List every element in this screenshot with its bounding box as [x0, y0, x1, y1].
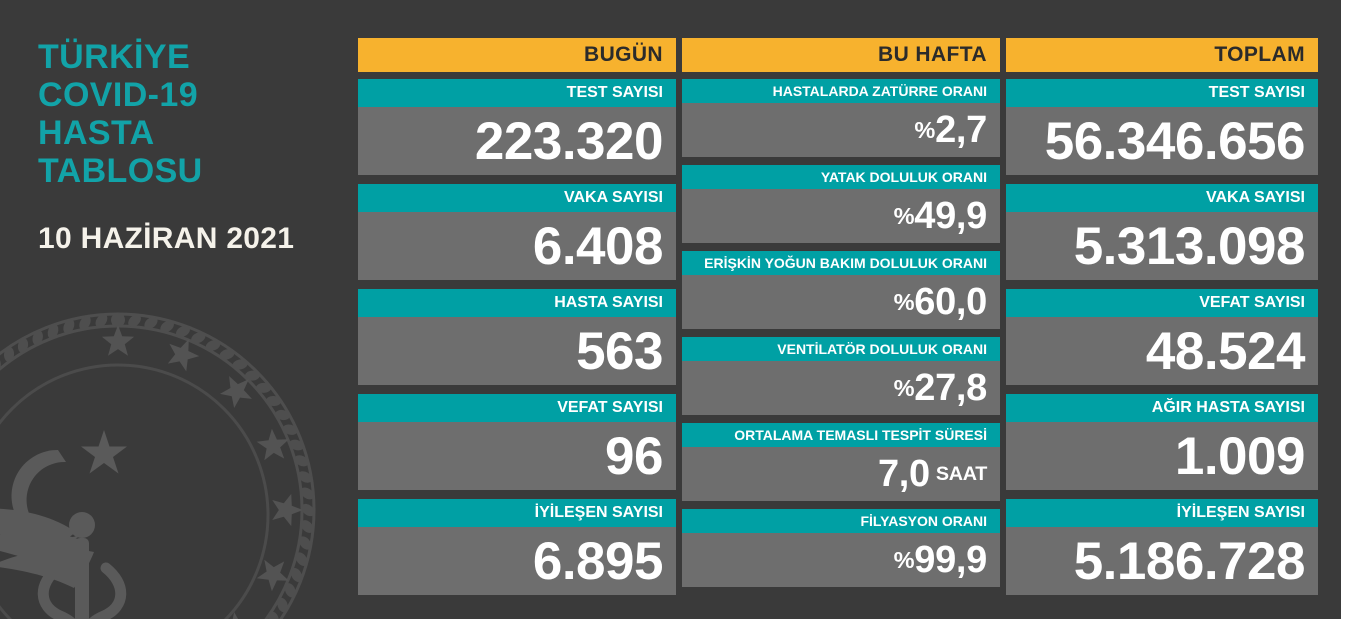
- percent-sign: %: [893, 288, 915, 315]
- stat-block: VAKA SAYISI 6.408: [358, 184, 676, 280]
- stat-value: 223.320: [358, 107, 676, 175]
- title-panel: TÜRKİYE COVID-19 HASTA TABLOSU 10 HAZİRA…: [0, 0, 358, 619]
- stat-value: 5.186.728: [1006, 527, 1318, 595]
- stat-label: YATAK DOLULUK ORANI: [682, 165, 1000, 189]
- stat-label: VAKA SAYISI: [1006, 184, 1318, 212]
- stat-block: VEFAT SAYISI 48.524: [1006, 289, 1318, 385]
- stat-block: TEST SAYISI 56.346.656: [1006, 79, 1318, 175]
- stat-label: HASTA SAYISI: [358, 289, 676, 317]
- stat-block: VENTİLATÖR DOLULUK ORANI% 27,8: [682, 337, 1000, 415]
- stat-block: HASTALARDA ZATÜRRE ORANI% 2,7: [682, 79, 1000, 157]
- stat-number: 49,9: [914, 194, 987, 237]
- stat-label: VAKA SAYISI: [358, 184, 676, 212]
- stat-block: FİLYASYON ORANI% 99,9: [682, 509, 1000, 587]
- stat-label: FİLYASYON ORANI: [682, 509, 1000, 533]
- percent-sign: %: [893, 546, 915, 573]
- stat-value: 563: [358, 317, 676, 385]
- title-line: TÜRKİYE: [38, 38, 191, 76]
- stat-label: İYİLEŞEN SAYISI: [1006, 499, 1318, 527]
- stat-value: 5.313.098: [1006, 212, 1318, 280]
- percent-sign: %: [914, 116, 936, 143]
- stat-label: TEST SAYISI: [1006, 79, 1318, 107]
- stat-number: 5.186.728: [1073, 531, 1306, 591]
- stat-value: 1.009: [1006, 422, 1318, 490]
- stat-value: % 99,9: [682, 533, 1000, 587]
- stat-block: ORTALAMA TEMASLI TESPİT SÜRESİ 7,0 SAAT: [682, 423, 1000, 501]
- stat-number: 6.895: [532, 531, 664, 591]
- stat-number: 6.408: [532, 216, 664, 276]
- stat-value: 56.346.656: [1006, 107, 1318, 175]
- stat-number: 563: [576, 321, 663, 381]
- percent-sign: %: [893, 202, 915, 229]
- stat-block: HASTA SAYISI 563: [358, 289, 676, 385]
- title-line: HASTA: [38, 114, 155, 152]
- stat-number: 96: [605, 426, 663, 486]
- page-title: TÜRKİYE COVID-19 HASTA TABLOSU: [38, 38, 338, 190]
- percent-sign: %: [893, 374, 915, 401]
- column-bu-hafta: BU HAFTA HASTALARDA ZATÜRRE ORANI% 2,7 YATA…: [682, 38, 1000, 595]
- stat-unit: SAAT: [935, 462, 987, 485]
- stat-block: TEST SAYISI 223.320: [358, 79, 676, 175]
- stat-number: 5.313.098: [1073, 216, 1306, 276]
- stat-number: 7,0: [877, 452, 930, 495]
- stat-label: HASTALARDA ZATÜRRE ORANI: [682, 79, 1000, 103]
- stat-block: ERİŞKİN YOĞUN BAKIM DOLULUK ORANI% 60,0: [682, 251, 1000, 329]
- stat-value: % 2,7: [682, 103, 1000, 157]
- stat-label: VEFAT SAYISI: [358, 394, 676, 422]
- stat-block: VAKA SAYISI 5.313.098: [1006, 184, 1318, 280]
- stat-value: % 27,8: [682, 361, 1000, 415]
- stat-value: % 60,0: [682, 275, 1000, 329]
- column-header-bu-hafta: BU HAFTA: [682, 38, 1000, 72]
- stat-block: VEFAT SAYISI 96: [358, 394, 676, 490]
- stat-label: ORTALAMA TEMASLI TESPİT SÜRESİ: [682, 423, 1000, 447]
- stat-value: 96: [358, 422, 676, 490]
- stat-label: İYİLEŞEN SAYISI: [358, 499, 676, 527]
- stat-number: 56.346.656: [1044, 111, 1306, 171]
- column-header-bugun: BUGÜN: [358, 38, 676, 72]
- stat-label: VEFAT SAYISI: [1006, 289, 1318, 317]
- stat-label: ERİŞKİN YOĞUN BAKIM DOLULUK ORANI: [682, 251, 1000, 275]
- column-toplam: TOPLAM TEST SAYISI 56.346.656 VAKA SAYISI 5.…: [1006, 38, 1318, 604]
- stat-number: 2,7: [935, 108, 987, 151]
- title-line: COVID-19: [38, 76, 199, 114]
- stat-number: 48.524: [1145, 321, 1306, 381]
- column-bugun: BUGÜN TEST SAYISI 223.320 VAKA SAYISI 6.408 H…: [358, 38, 676, 604]
- stat-number: 223.320: [474, 111, 664, 171]
- stat-label: AĞIR HASTA SAYISI: [1006, 394, 1318, 422]
- stat-value: 7,0 SAAT: [682, 447, 1000, 501]
- column-header-toplam: TOPLAM: [1006, 38, 1318, 72]
- stat-number: 99,9: [914, 538, 987, 581]
- stat-number: 1.009: [1174, 426, 1306, 486]
- stat-value: 48.524: [1006, 317, 1318, 385]
- stat-block: YATAK DOLULUK ORANI% 49,9: [682, 165, 1000, 243]
- stat-number: 60,0: [914, 280, 987, 323]
- stat-value: 6.408: [358, 212, 676, 280]
- stat-label: TEST SAYISI: [358, 79, 676, 107]
- title-line: TABLOSU: [38, 152, 203, 190]
- stat-value: 6.895: [358, 527, 676, 595]
- stat-block: İYİLEŞEN SAYISI 5.186.728: [1006, 499, 1318, 595]
- stat-block: İYİLEŞEN SAYISI 6.895: [358, 499, 676, 595]
- stat-label: VENTİLATÖR DOLULUK ORANI: [682, 337, 1000, 361]
- stat-number: 27,8: [914, 366, 987, 409]
- stat-value: % 49,9: [682, 189, 1000, 243]
- report-date: 10 HAZİRAN 2021: [38, 222, 295, 255]
- stat-block: AĞIR HASTA SAYISI 1.009: [1006, 394, 1318, 490]
